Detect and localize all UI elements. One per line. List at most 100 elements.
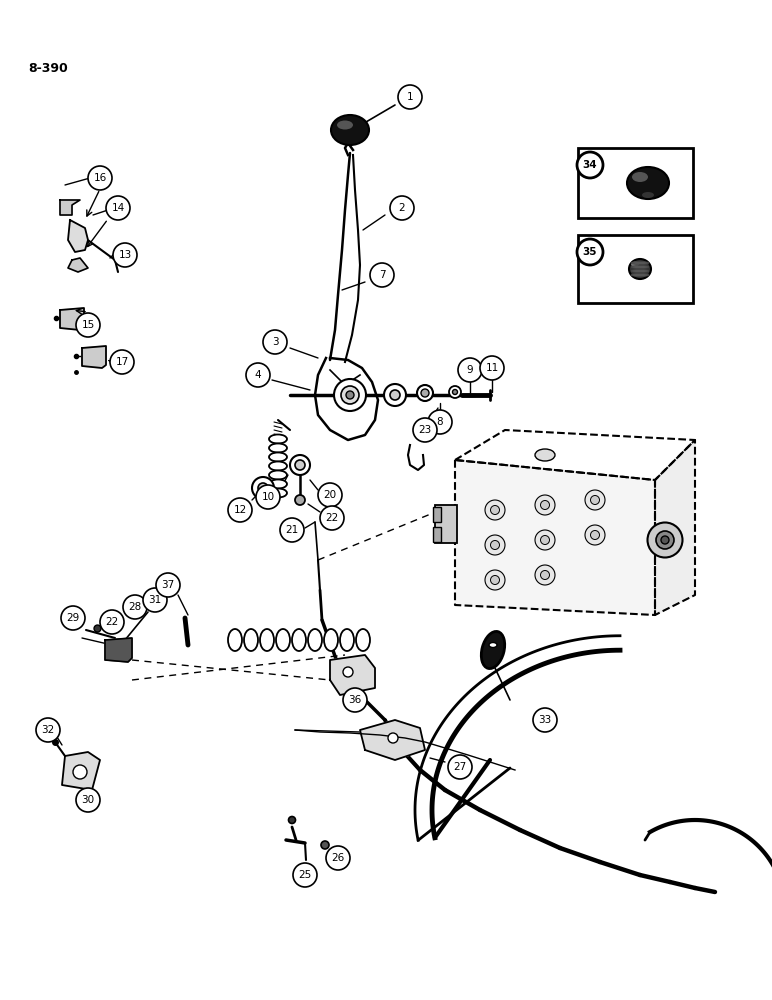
Ellipse shape [290, 455, 310, 475]
Text: 23: 23 [418, 425, 432, 435]
Text: 29: 29 [66, 613, 80, 623]
Ellipse shape [540, 570, 550, 580]
Bar [433, 507, 441, 522]
Text: 17: 17 [115, 357, 129, 367]
Text: 1: 1 [407, 92, 413, 102]
Ellipse shape [648, 522, 682, 558]
Polygon shape [330, 655, 375, 695]
Circle shape [263, 330, 287, 354]
Ellipse shape [73, 765, 87, 779]
Text: 28: 28 [128, 602, 141, 612]
Ellipse shape [269, 480, 287, 488]
Circle shape [448, 755, 472, 779]
Ellipse shape [258, 483, 268, 493]
Polygon shape [62, 752, 100, 790]
Ellipse shape [269, 462, 287, 471]
Ellipse shape [585, 490, 605, 510]
Text: 30: 30 [81, 795, 94, 805]
Circle shape [413, 418, 437, 442]
Polygon shape [68, 258, 88, 272]
Ellipse shape [631, 265, 649, 268]
Ellipse shape [292, 629, 306, 651]
Text: 4: 4 [255, 370, 261, 380]
Text: 31: 31 [148, 595, 161, 605]
Text: 12: 12 [233, 505, 246, 515]
Circle shape [143, 588, 167, 612]
Polygon shape [82, 346, 106, 368]
Ellipse shape [535, 530, 555, 550]
Ellipse shape [485, 535, 505, 555]
Ellipse shape [631, 269, 649, 272]
Text: 9: 9 [467, 365, 473, 375]
Circle shape [320, 506, 344, 530]
Text: 20: 20 [323, 490, 337, 500]
Text: 37: 37 [161, 580, 174, 590]
Ellipse shape [490, 576, 499, 584]
Ellipse shape [629, 259, 651, 279]
Ellipse shape [308, 629, 322, 651]
Ellipse shape [343, 667, 353, 677]
Ellipse shape [269, 444, 287, 452]
Circle shape [398, 85, 422, 109]
Ellipse shape [269, 434, 287, 444]
Ellipse shape [334, 379, 366, 411]
Circle shape [106, 196, 130, 220]
Ellipse shape [269, 488, 287, 497]
Ellipse shape [421, 389, 429, 397]
Bar [578, 148, 693, 218]
Text: 36: 36 [348, 695, 361, 705]
Bar [433, 527, 441, 542]
Ellipse shape [388, 733, 398, 743]
Circle shape [76, 788, 100, 812]
Polygon shape [105, 638, 132, 662]
Text: 13: 13 [118, 250, 131, 260]
Ellipse shape [490, 506, 499, 514]
Polygon shape [455, 460, 655, 615]
Circle shape [428, 410, 452, 434]
Polygon shape [655, 440, 695, 615]
Circle shape [318, 483, 342, 507]
Ellipse shape [356, 629, 370, 651]
Circle shape [280, 518, 304, 542]
Ellipse shape [331, 115, 369, 145]
Text: 33: 33 [538, 715, 552, 725]
Ellipse shape [295, 495, 305, 505]
Ellipse shape [490, 540, 499, 550]
Circle shape [228, 498, 252, 522]
Ellipse shape [452, 389, 458, 394]
Ellipse shape [540, 536, 550, 544]
Ellipse shape [661, 536, 669, 544]
Ellipse shape [289, 816, 296, 824]
Ellipse shape [627, 167, 669, 199]
Ellipse shape [485, 570, 505, 590]
Polygon shape [60, 200, 80, 215]
Circle shape [326, 846, 350, 870]
Ellipse shape [631, 261, 649, 264]
Ellipse shape [346, 391, 354, 399]
Circle shape [533, 708, 557, 732]
Text: 10: 10 [262, 492, 275, 502]
Ellipse shape [585, 525, 605, 545]
Ellipse shape [631, 261, 639, 266]
Ellipse shape [269, 471, 287, 480]
Ellipse shape [417, 385, 433, 401]
Text: 32: 32 [42, 725, 55, 735]
Ellipse shape [489, 643, 497, 648]
Ellipse shape [269, 452, 287, 462]
Circle shape [88, 166, 112, 190]
Text: 8: 8 [437, 417, 443, 427]
Circle shape [36, 718, 60, 742]
Ellipse shape [228, 629, 242, 651]
Circle shape [577, 239, 603, 265]
Circle shape [113, 243, 137, 267]
Polygon shape [360, 720, 425, 760]
Text: 34: 34 [583, 160, 598, 170]
Ellipse shape [276, 629, 290, 651]
Ellipse shape [642, 192, 654, 198]
Ellipse shape [485, 500, 505, 520]
Ellipse shape [321, 841, 329, 849]
Text: 16: 16 [93, 173, 107, 183]
Circle shape [110, 350, 134, 374]
Circle shape [343, 688, 367, 712]
Circle shape [458, 358, 482, 382]
